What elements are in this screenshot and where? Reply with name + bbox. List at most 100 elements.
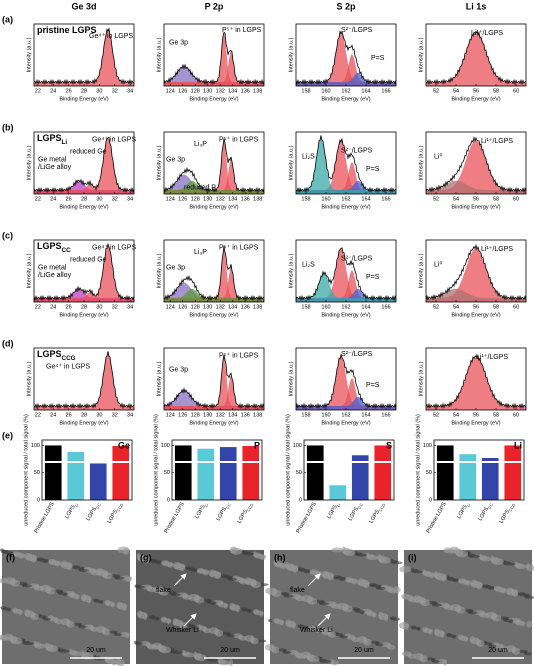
- sem-texture: [202, 570, 209, 576]
- bar: [44, 445, 62, 500]
- sem-texture: [520, 621, 525, 627]
- x-tick-label: 52: [433, 304, 439, 310]
- sem-texture: [170, 650, 183, 654]
- x-tick-label: 60: [513, 304, 519, 310]
- x-tick-label: 158: [301, 412, 310, 418]
- sem-texture: [271, 646, 280, 654]
- sem-texture: [143, 613, 148, 621]
- sem-texture: [10, 579, 21, 587]
- peak-annotation: Li¹⁺/LGPS: [481, 246, 513, 253]
- x-tick-label: 134: [228, 304, 237, 310]
- peak-annotation: P⁵⁺ in LGPS: [219, 352, 259, 359]
- x-tick-label: 124: [166, 196, 175, 202]
- peak-annotation: P⁵⁺ in LGPS: [219, 136, 259, 143]
- panel-label: (h): [274, 552, 286, 562]
- spectrum-envelope: [33, 27, 135, 86]
- sem-texture: [511, 590, 518, 598]
- spectrum-envelope: [425, 354, 527, 410]
- sem-texture: [122, 604, 127, 612]
- x-tick-label: 26: [66, 304, 72, 310]
- bar: [174, 445, 192, 500]
- sem-texture: [58, 649, 71, 653]
- y-tick-label: 0: [37, 497, 40, 503]
- sem-texture: [303, 570, 310, 574]
- sample-label-part: Li: [62, 139, 68, 146]
- y-axis-label: Intensity (a.u.): [26, 37, 32, 72]
- sem-texture: [18, 553, 25, 559]
- y-axis-label: Intensity (a.u.): [26, 361, 32, 396]
- spectrum-envelope: [295, 135, 397, 194]
- y-tick-label: 100: [161, 443, 170, 449]
- peak-annotation: Li₂S: [302, 154, 315, 161]
- sem-texture: [283, 650, 292, 654]
- sem-texture: [110, 602, 115, 608]
- x-tick-label: 138: [253, 88, 262, 94]
- peak-annotation: P=S: [371, 55, 385, 62]
- y-axis-label: Intensity (a.u.): [156, 253, 162, 288]
- element-label: S: [386, 440, 392, 450]
- sem-texture: [268, 618, 272, 622]
- sem-texture: [155, 561, 162, 565]
- x-tick-label: 130: [203, 304, 212, 310]
- panel-label: (e): [2, 430, 13, 440]
- category-label: LGPSLi: [195, 502, 210, 521]
- sem-texture: [239, 579, 250, 585]
- panel-label: (c): [2, 230, 13, 240]
- x-tick-label: 164: [361, 196, 370, 202]
- spectrum-envelope: [163, 31, 265, 86]
- sem-texture: [66, 620, 75, 628]
- y-tick-label: 50: [296, 470, 302, 476]
- sem-texture: [125, 576, 132, 582]
- category-label-part: Pristine LGPS: [34, 501, 57, 534]
- x-tick-label: 162: [341, 88, 350, 94]
- peak-annotation: /LiGe alloy: [38, 272, 72, 279]
- sem-texture: [230, 547, 243, 555]
- sem-texture: [134, 585, 145, 589]
- x-tick-label: 124: [166, 88, 175, 94]
- x-tick-label: 56: [473, 412, 479, 418]
- peak-annotation: Li₃P: [194, 141, 207, 148]
- x-tick-label: 28: [81, 304, 87, 310]
- sample-label: LGPSCC: [37, 241, 71, 254]
- element-label: Ge: [118, 440, 130, 450]
- sem-texture: [440, 631, 445, 639]
- sem-texture: [411, 570, 424, 574]
- x-tick-label: 166: [381, 196, 390, 202]
- x-tick-label: 138: [253, 412, 262, 418]
- category-label: LGPSCC: [478, 502, 494, 523]
- bar: [329, 485, 347, 500]
- x-tick-label: 164: [361, 88, 370, 94]
- x-tick-label: 128: [191, 412, 200, 418]
- sem-texture: [42, 560, 49, 564]
- sem-texture: [390, 617, 401, 621]
- sem-texture: [319, 602, 330, 606]
- x-axis-label: Binding Energy (eV): [451, 420, 500, 426]
- category-label-part: CCG: [508, 503, 516, 512]
- sem-texture: [342, 605, 353, 613]
- bar: [436, 445, 454, 500]
- x-axis-label: Binding Energy (eV): [59, 204, 108, 210]
- category-label: LGPSLi: [65, 502, 80, 521]
- sem-note: flake: [290, 587, 305, 594]
- sem-texture: [491, 614, 502, 622]
- x-tick-label: 58: [493, 304, 499, 310]
- category-label-part: CC: [95, 503, 101, 510]
- x-tick-label: 30: [96, 88, 102, 94]
- sem-texture: [452, 635, 457, 639]
- sem-texture: [399, 565, 412, 573]
- sem-texture: [211, 602, 216, 606]
- x-tick-label: 166: [381, 88, 390, 94]
- bar: [351, 455, 369, 500]
- x-axis-label: Binding Energy (eV): [59, 96, 108, 102]
- sem-texture: [81, 652, 94, 660]
- x-tick-label: 128: [191, 88, 200, 94]
- y-axis-label: Intensity (a.u.): [156, 145, 162, 180]
- x-tick-label: 138: [253, 304, 262, 310]
- sem-texture: [524, 652, 533, 656]
- sem-texture: [407, 653, 416, 659]
- peak-annotation: Ge 3p: [166, 157, 185, 164]
- sem-texture: [223, 603, 228, 609]
- arrow: [317, 613, 331, 627]
- bar: [197, 448, 215, 500]
